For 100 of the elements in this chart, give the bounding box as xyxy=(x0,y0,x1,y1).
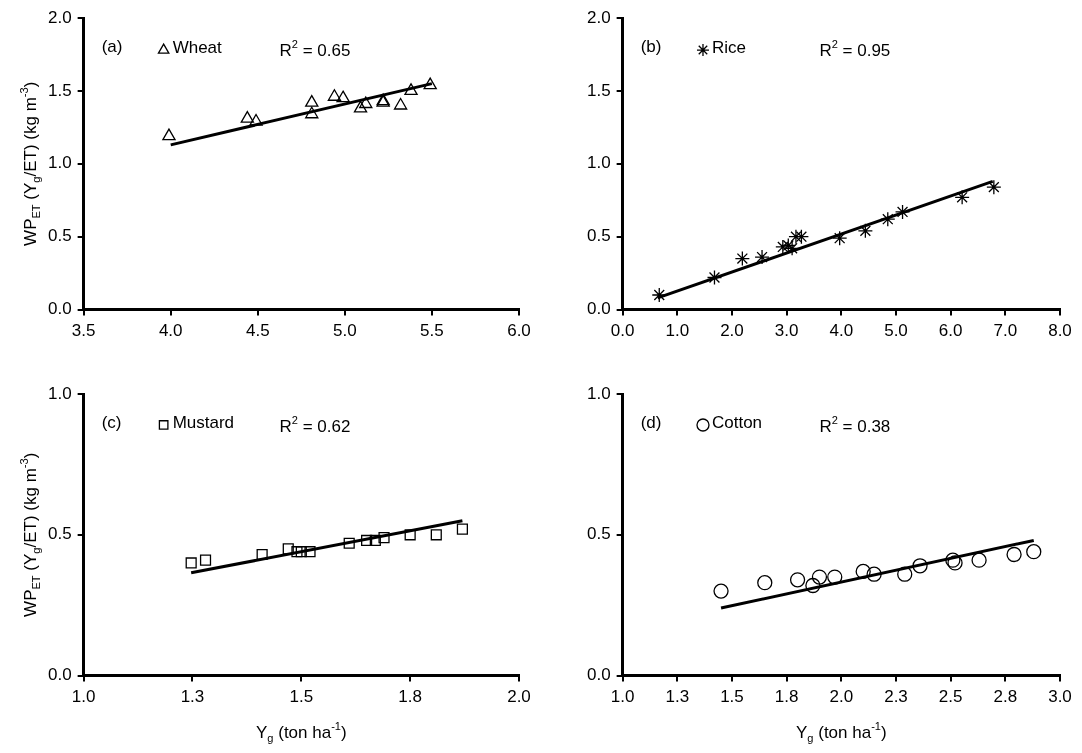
point xyxy=(404,83,418,96)
point xyxy=(327,89,342,101)
y-tick-label: 0.5 xyxy=(586,226,611,246)
x-tick-label: 5.0 xyxy=(884,321,908,341)
x-tick-label: 0.0 xyxy=(610,321,635,341)
point xyxy=(811,569,828,585)
y-tick-label: 0.0 xyxy=(47,299,72,319)
point xyxy=(343,537,355,549)
point xyxy=(706,269,723,286)
point xyxy=(757,575,773,591)
point xyxy=(282,543,294,555)
point xyxy=(393,97,408,110)
y-tick-label: 1.0 xyxy=(586,383,611,403)
x-tick-label: 2.8 xyxy=(993,687,1018,707)
text: (c) xyxy=(101,413,122,432)
y-tick-label: 1.0 xyxy=(47,383,72,403)
point xyxy=(162,128,176,141)
text: (a) xyxy=(101,37,123,56)
point xyxy=(359,96,373,109)
point xyxy=(912,558,928,574)
x-tick-label: 2.0 xyxy=(507,687,531,707)
point xyxy=(430,529,442,541)
y-tick-label: 1.5 xyxy=(586,80,611,100)
x-tick-label: 2.0 xyxy=(720,321,744,341)
point xyxy=(404,529,416,541)
point xyxy=(986,179,1002,195)
y-tick-label: 0.0 xyxy=(586,299,611,319)
point xyxy=(880,211,896,227)
point xyxy=(199,554,212,566)
x-tick-label: 1.8 xyxy=(398,687,422,707)
x-tick-label: 8.0 xyxy=(1048,321,1072,341)
x-tick-label: 4.0 xyxy=(829,321,854,341)
point xyxy=(423,77,437,90)
legend-label: Cotton xyxy=(711,412,763,432)
point xyxy=(805,577,821,594)
point xyxy=(369,534,381,547)
point xyxy=(857,223,874,239)
point xyxy=(305,106,319,119)
y-tick-label: 0.5 xyxy=(586,524,611,544)
point xyxy=(866,566,882,582)
x-tick-label: 6.0 xyxy=(507,321,531,341)
point xyxy=(256,548,268,561)
point xyxy=(185,557,197,569)
y-axis-title: WPET (Yg/ET) (kg m-3) xyxy=(17,452,42,617)
x-tick-label: 1.0 xyxy=(610,687,635,707)
legend-label: Wheat xyxy=(172,37,223,57)
point xyxy=(1006,546,1022,563)
x-tick-label: 5.0 xyxy=(333,321,357,341)
point xyxy=(855,563,871,580)
point xyxy=(1026,544,1042,560)
point xyxy=(827,569,843,585)
x-tick-label: 3.0 xyxy=(1048,687,1072,707)
y-tick-label: 1.0 xyxy=(586,153,611,173)
x-tick-label: 4.5 xyxy=(245,321,270,341)
x-tick-label: 3.5 xyxy=(71,321,96,341)
x-tick-label: 1.0 xyxy=(71,687,96,707)
x-tick-label: 1.5 xyxy=(289,687,314,707)
y-tick-label: 1.0 xyxy=(47,153,72,173)
x-tick-label: 1.8 xyxy=(774,687,799,707)
point xyxy=(754,249,770,265)
y-tick-label: 0.5 xyxy=(47,524,72,544)
x-tick-label: 7.0 xyxy=(993,321,1018,341)
legend-label: Mustard xyxy=(172,412,235,432)
point xyxy=(789,572,806,588)
x-tick-label: 6.0 xyxy=(938,321,963,341)
x-tick-label: 1.5 xyxy=(720,687,744,707)
point xyxy=(353,100,368,113)
point xyxy=(897,566,913,582)
point xyxy=(361,534,373,547)
point xyxy=(784,240,800,257)
point xyxy=(291,546,303,558)
point xyxy=(456,523,468,535)
x-tick-label: 5.5 xyxy=(420,321,444,341)
point xyxy=(249,113,263,126)
point xyxy=(305,94,319,107)
point xyxy=(336,90,350,103)
point xyxy=(240,110,255,123)
text: (d) xyxy=(640,413,662,432)
x-tick-label: 4.0 xyxy=(158,321,183,341)
x-tick-label: 2.0 xyxy=(829,687,854,707)
point xyxy=(651,287,667,303)
y-tick-label: 0.5 xyxy=(47,226,72,246)
x-tick-label: 1.0 xyxy=(665,321,690,341)
legend-label: Rice xyxy=(711,37,746,57)
x-tick-label: 1.3 xyxy=(180,687,205,707)
y-axis-title: WPET (Yg/ET) (kg m-3) xyxy=(17,81,42,246)
text: (b) xyxy=(640,37,662,56)
point xyxy=(378,532,390,544)
point xyxy=(971,552,987,568)
y-tick-label: 0.0 xyxy=(47,665,72,685)
point xyxy=(832,230,848,246)
point xyxy=(734,250,751,267)
x-tick-label: 2.5 xyxy=(938,687,963,707)
point xyxy=(894,204,911,220)
y-tick-label: 2.0 xyxy=(586,7,611,27)
y-tick-label: 2.0 xyxy=(47,7,72,27)
point xyxy=(304,546,316,558)
x-tick-label: 1.3 xyxy=(665,687,690,707)
point xyxy=(775,239,791,255)
x-tick-label: 3.0 xyxy=(774,321,799,341)
